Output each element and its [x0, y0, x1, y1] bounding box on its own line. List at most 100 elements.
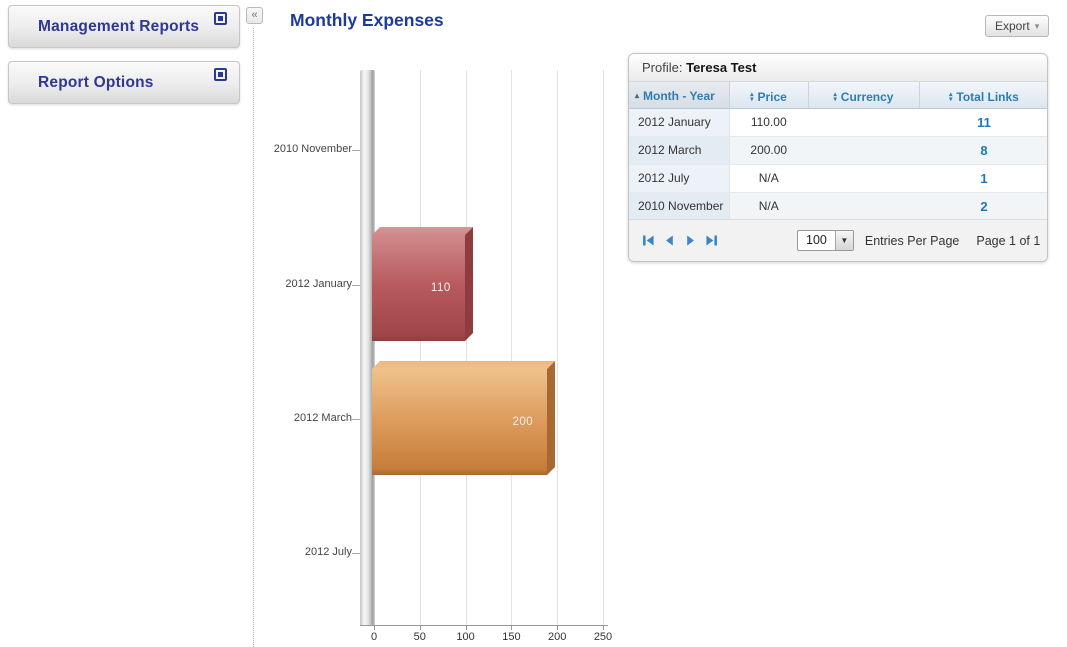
- cell-total-links: 8: [919, 136, 1047, 165]
- bar-front-face: [372, 235, 465, 341]
- sidebar-splitter[interactable]: [253, 28, 254, 647]
- bar-front-face: [372, 369, 548, 475]
- sidebar-panel-title: Management Reports: [38, 17, 200, 35]
- sidebar-panel-management-reports[interactable]: Management Reports: [8, 5, 240, 48]
- cell-price: 200.00: [729, 136, 808, 165]
- sidebar-panel-title: Report Options: [38, 73, 154, 91]
- column-header-currency[interactable]: ▴ ▾ Currency: [808, 82, 920, 109]
- sort-ascending-icon: ▴: [635, 91, 640, 100]
- profile-panel: Profile: Teresa Test ▴ Month - Year ▴ ▾ Pric…: [628, 53, 1048, 262]
- bar-side-face: [464, 227, 473, 341]
- sort-both-icon: ▴ ▾: [949, 91, 953, 104]
- sidebar-collapse-button[interactable]: «: [246, 7, 263, 24]
- column-label: Currency: [840, 90, 894, 105]
- y-axis-category-label: 2010 November: [273, 143, 352, 155]
- restore-window-icon[interactable]: [214, 12, 227, 25]
- table-row: 2012 January 110.00 11: [629, 108, 1047, 137]
- dropdown-arrow-icon: ▼: [834, 231, 853, 250]
- restore-window-icon[interactable]: [214, 68, 227, 81]
- chart-grid-line: [511, 70, 513, 625]
- pager-controls: [641, 233, 719, 248]
- chart-grid-line: [603, 70, 604, 625]
- sidebar-panel-report-options[interactable]: Report Options: [8, 61, 240, 104]
- export-button[interactable]: Export ▾: [985, 15, 1050, 37]
- cell-total-links: 2: [919, 192, 1047, 221]
- chart-grid-line: [419, 70, 421, 625]
- x-axis-tick: [465, 626, 467, 630]
- sort-both-icon: ▴ ▾: [833, 91, 837, 104]
- column-header-total-links[interactable]: ▴ ▾ Total Links: [919, 82, 1047, 109]
- y-axis-tick: [352, 150, 360, 151]
- cell-total-links: 11: [919, 108, 1047, 137]
- cell-month-year: 2012 July: [629, 164, 730, 193]
- chevron-down-icon: ▾: [1034, 21, 1040, 31]
- column-label: Price: [757, 90, 787, 105]
- column-label: Total Links: [956, 90, 1019, 105]
- x-axis-line: [360, 625, 608, 626]
- cell-currency: [808, 164, 919, 193]
- entries-per-page-label: Entries Per Page: [864, 233, 960, 248]
- entries-per-page-value: 100: [806, 233, 827, 247]
- profile-panel-header: Profile: Teresa Test: [629, 54, 1047, 82]
- x-axis-tick-label: 50: [413, 631, 426, 643]
- total-links-link[interactable]: 11: [977, 114, 991, 130]
- y-axis-pillar: [360, 70, 375, 625]
- next-page-icon[interactable]: [683, 233, 698, 248]
- x-axis-tick: [557, 626, 559, 630]
- entries-per-page-select[interactable]: 100 ▼: [797, 230, 854, 251]
- export-button-label: Export: [995, 19, 1030, 33]
- x-axis-tick-label: 150: [502, 631, 521, 643]
- bar-value-label: 200: [512, 416, 534, 428]
- table-footer: 100 ▼ Entries Per Page Page 1 of 1: [629, 219, 1047, 261]
- previous-page-icon[interactable]: [662, 233, 677, 248]
- cell-total-links: 1: [919, 164, 1047, 193]
- cell-currency: [808, 136, 919, 165]
- chart-bar-2012-march[interactable]: 200: [372, 361, 557, 475]
- x-axis-tick-label: 200: [548, 631, 567, 643]
- y-axis-tick: [352, 419, 360, 420]
- total-links-link[interactable]: 1: [980, 170, 988, 186]
- page-indicator: Page 1 of 1: [976, 233, 1041, 248]
- chart-grid-line: [465, 70, 467, 625]
- total-links-link[interactable]: 8: [980, 142, 988, 158]
- page-title: Monthly Expenses: [290, 10, 444, 30]
- table-header-row: ▴ Month - Year ▴ ▾ Price ▴ ▾ Currency ▴ ▾ Total Li…: [629, 82, 1047, 109]
- sort-both-icon: ▴ ▾: [750, 91, 754, 104]
- column-header-price[interactable]: ▴ ▾ Price: [729, 82, 809, 109]
- table-row: 2012 March 200.00 8: [629, 136, 1047, 165]
- expenses-table: ▴ Month - Year ▴ ▾ Price ▴ ▾ Currency ▴ ▾ Total Li…: [629, 82, 1047, 221]
- x-axis-tick: [374, 626, 375, 630]
- x-axis-tick-label: 0: [370, 631, 378, 643]
- bar-value-label: 110: [430, 282, 451, 294]
- cell-price: N/A: [729, 164, 808, 193]
- y-axis-tick: [352, 553, 360, 554]
- profile-name: Teresa Test: [686, 60, 757, 75]
- y-axis-category-label: 2012 January: [285, 278, 352, 290]
- x-axis-tick: [511, 626, 513, 630]
- cell-month-year: 2010 November: [629, 192, 730, 221]
- y-axis-category-label: 2012 March: [293, 412, 352, 424]
- table-row: 2012 July N/A 1: [629, 164, 1047, 193]
- y-axis-category-label: 2012 July: [304, 546, 352, 558]
- column-label: Month - Year: [643, 88, 715, 103]
- cell-currency: [808, 108, 919, 137]
- x-axis-tick: [419, 626, 421, 630]
- last-page-icon[interactable]: [704, 233, 719, 248]
- cell-month-year: 2012 March: [629, 136, 730, 165]
- profile-label: Profile:: [642, 60, 683, 75]
- column-header-month-year[interactable]: ▴ Month - Year: [629, 82, 730, 109]
- bar-top-face: [372, 227, 473, 235]
- y-axis-tick: [352, 285, 360, 286]
- x-axis-tick-label: 250: [593, 631, 613, 643]
- chart-bar-2012-january[interactable]: 110: [372, 227, 475, 341]
- cell-month-year: 2012 January: [629, 108, 730, 137]
- first-page-icon[interactable]: [641, 233, 656, 248]
- bar-top-face: [372, 361, 556, 369]
- cell-price: 110.00: [729, 108, 808, 137]
- total-links-link[interactable]: 2: [980, 198, 988, 214]
- chart-grid-line: [557, 70, 559, 625]
- table-row: 2010 November N/A 2: [629, 192, 1047, 221]
- cell-currency: [808, 192, 919, 221]
- x-axis-tick-label: 100: [456, 631, 475, 643]
